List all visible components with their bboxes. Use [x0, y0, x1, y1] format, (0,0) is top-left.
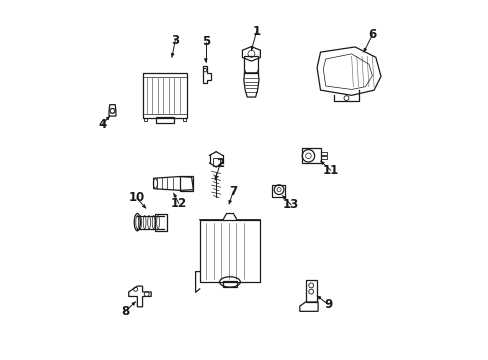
Bar: [244, 56, 258, 73]
Bar: [320, 152, 327, 155]
Bar: [301, 148, 320, 163]
Text: 9: 9: [324, 298, 331, 311]
Text: 7: 7: [229, 185, 237, 198]
Text: 5: 5: [201, 35, 209, 48]
Text: 10: 10: [128, 192, 144, 204]
Text: 11: 11: [322, 164, 338, 177]
Bar: [212, 158, 219, 166]
Bar: [143, 118, 147, 121]
Bar: [272, 185, 285, 197]
Text: 12: 12: [170, 197, 186, 210]
Bar: [179, 176, 193, 191]
Text: 1: 1: [252, 25, 260, 38]
Bar: [156, 117, 173, 123]
Bar: [183, 118, 186, 121]
Text: 13: 13: [283, 198, 299, 211]
Text: 4: 4: [98, 118, 106, 131]
Text: 6: 6: [367, 28, 376, 41]
Text: 3: 3: [171, 33, 179, 46]
Bar: [223, 281, 236, 287]
Text: 8: 8: [121, 305, 129, 318]
Bar: [320, 156, 327, 159]
Bar: [199, 220, 260, 282]
Bar: [305, 279, 316, 302]
Bar: [154, 213, 166, 231]
Text: 2: 2: [216, 157, 224, 170]
Bar: [142, 73, 187, 118]
